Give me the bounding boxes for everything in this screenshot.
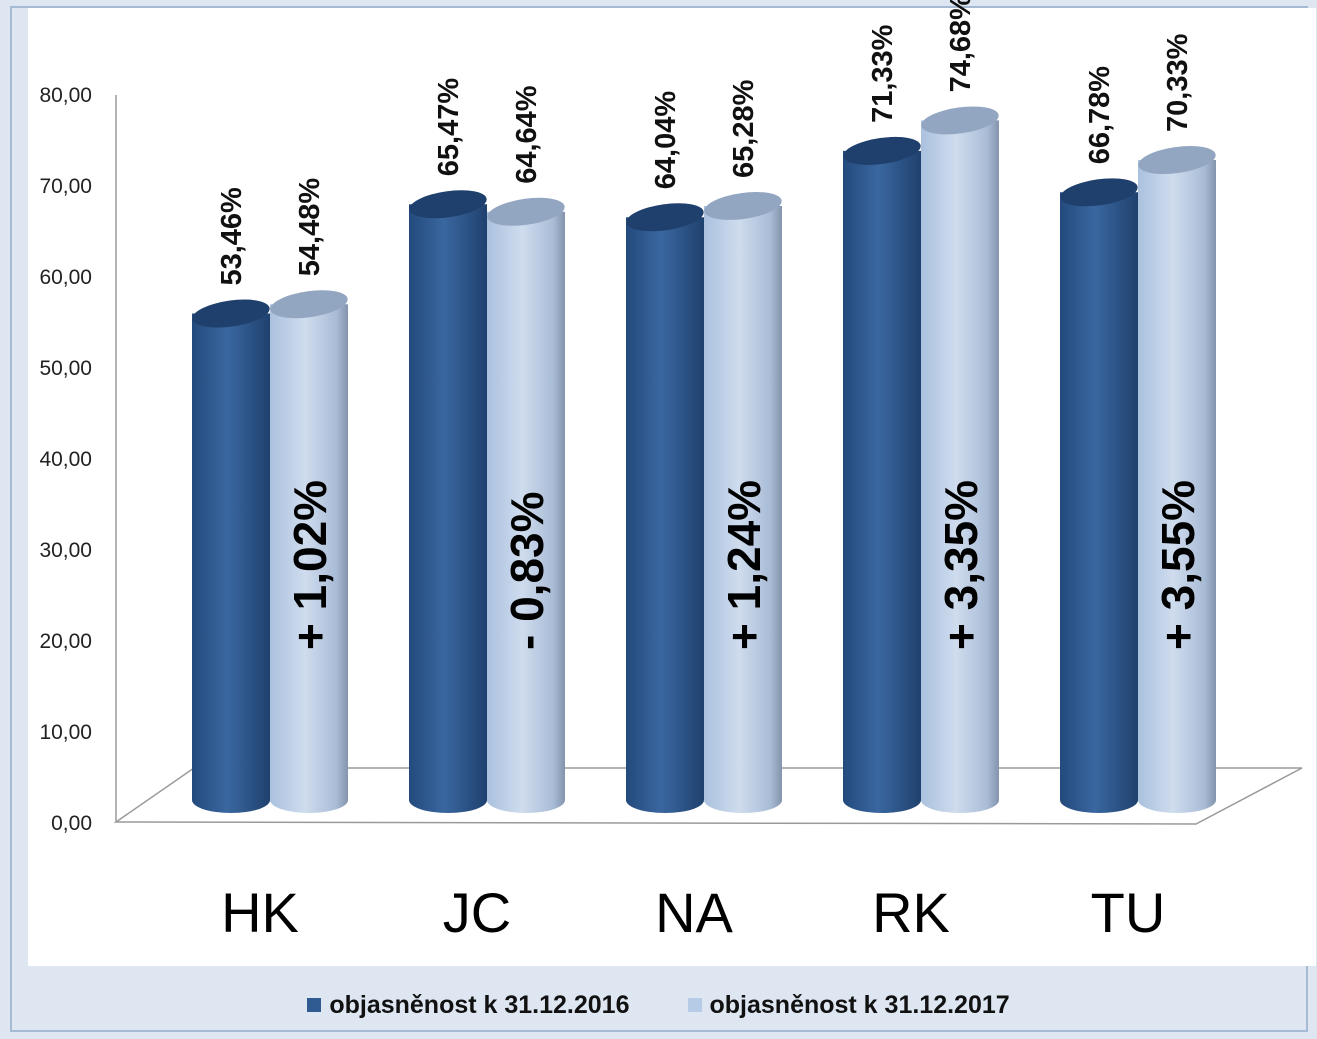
category-label: TU	[1091, 881, 1166, 944]
legend-swatch-2017	[687, 998, 702, 1012]
change-annotation: + 3,55%	[1152, 480, 1204, 650]
bar-body	[1060, 192, 1138, 813]
legend-swatch-2016	[307, 998, 322, 1012]
bar-body	[409, 204, 487, 813]
y-tick-label: 40,00	[39, 448, 92, 471]
data-label: 64,04%	[650, 91, 682, 190]
change-annotation: + 3,35%	[935, 480, 987, 650]
floor-outline	[113, 767, 1303, 825]
bar-cap	[1138, 146, 1216, 174]
legend-label-2017: objasněnost k 31.12.2017	[709, 990, 1010, 1019]
data-label: 65,47%	[433, 78, 465, 177]
bar-cap	[1060, 178, 1138, 207]
bar-body	[921, 120, 999, 814]
y-tick-label: 70,00	[39, 175, 92, 198]
bar-body	[270, 304, 348, 813]
category-label: RK	[872, 881, 950, 944]
bar-body	[626, 217, 704, 814]
category-label: HK	[221, 881, 299, 944]
data-label: 71,33%	[867, 24, 899, 123]
bar-cap	[921, 106, 999, 135]
bar-body	[704, 205, 782, 813]
category-label: NA	[655, 881, 733, 944]
y-tick-label: 10,00	[39, 721, 92, 744]
bar-cap	[843, 136, 921, 165]
bar-body	[192, 313, 270, 813]
data-label: 74,68%	[945, 0, 977, 92]
bar-cap	[704, 191, 782, 220]
bar-body	[843, 150, 921, 814]
bar-cap	[409, 190, 487, 219]
y-tick-label: 0,00	[51, 812, 92, 835]
change-annotation: + 1,24%	[718, 480, 770, 650]
legend-item-2016: objasněnost k 31.12.2016	[307, 990, 630, 1020]
data-label: 53,46%	[216, 187, 248, 286]
bar-cap	[487, 197, 565, 226]
bar-cap	[270, 290, 348, 319]
y-tick-label: 50,00	[39, 357, 92, 380]
y-tick-label: 20,00	[39, 630, 92, 653]
legend-item-2017: objasněnost k 31.12.2017	[687, 990, 1010, 1020]
legend: objasněnost k 31.12.2016 objasněnost k 3…	[0, 988, 1317, 1022]
data-label: 65,28%	[728, 79, 760, 178]
bar-cap	[626, 203, 704, 232]
legend-label-2016: objasněnost k 31.12.2016	[329, 990, 630, 1019]
y-tick-label: 30,00	[39, 539, 92, 562]
bar-body	[487, 211, 565, 813]
data-label: 64,64%	[511, 85, 543, 184]
bar-cap	[192, 299, 270, 328]
data-label: 54,48%	[294, 178, 326, 277]
change-annotation: - 0,83%	[501, 491, 553, 650]
category-label: JC	[443, 881, 511, 944]
y-tick-label: 80,00	[39, 84, 92, 107]
bar-body	[1138, 159, 1216, 813]
y-tick-label: 60,00	[39, 266, 92, 289]
data-label: 70,33%	[1162, 33, 1194, 132]
change-annotation: + 1,02%	[284, 480, 336, 650]
data-label: 66,78%	[1084, 66, 1116, 165]
